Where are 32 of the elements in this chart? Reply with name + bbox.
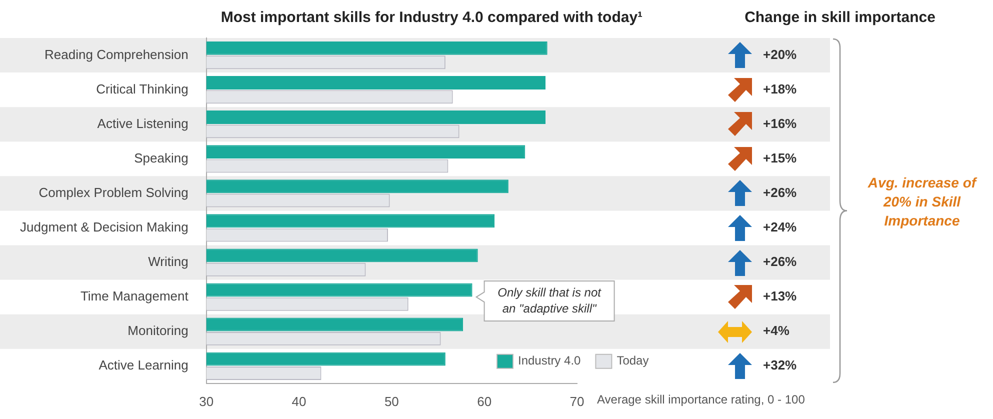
chart-title: Most important skills for Industry 4.0 compared with today¹	[220, 9, 643, 26]
x-tick-label: 60	[477, 394, 492, 409]
x-axis-title: Average skill importance rating, 0 - 100	[597, 392, 806, 407]
text: +13%	[763, 288, 798, 304]
text: +26%	[763, 254, 798, 270]
text: Change in skill importance	[744, 9, 936, 26]
y-tick-label: Active Listening	[97, 116, 188, 131]
text: +26%	[763, 185, 798, 200]
x-tick-label: 30	[199, 394, 214, 409]
x-tick-label: 50	[384, 394, 399, 409]
text: +18%	[763, 81, 798, 96]
text: +20%	[763, 46, 798, 62]
y-tick-label: Critical Thinking	[96, 81, 188, 96]
legend-label: Industry 4.0	[518, 354, 582, 368]
y-tick-label: Complex Problem Solving	[38, 185, 188, 200]
y-tick-label: Monitoring	[128, 323, 188, 338]
y-tick-label: Writing	[148, 254, 188, 270]
legend-label: Today	[616, 354, 649, 368]
y-tick-label: Reading Comprehension	[44, 46, 188, 62]
x-tick-label: 40	[292, 394, 306, 409]
text: +16%	[763, 116, 798, 131]
x-tick-label: 70	[570, 394, 584, 409]
y-tick-label: Time Management	[80, 288, 189, 304]
text: +24%	[763, 220, 798, 235]
y-tick-label: Active Learning	[98, 358, 188, 373]
text: +4%	[763, 323, 790, 338]
y-tick-label: Speaking	[134, 150, 188, 166]
y-tick-label: Judgment & Decision Making	[20, 220, 188, 235]
text: +15%	[763, 150, 798, 166]
text: Avg. increase of 20% in Skill Importance	[866, 174, 978, 229]
text: +32%	[763, 358, 798, 373]
annotation: Only skill that is not an "adaptive skill"	[498, 285, 602, 316]
